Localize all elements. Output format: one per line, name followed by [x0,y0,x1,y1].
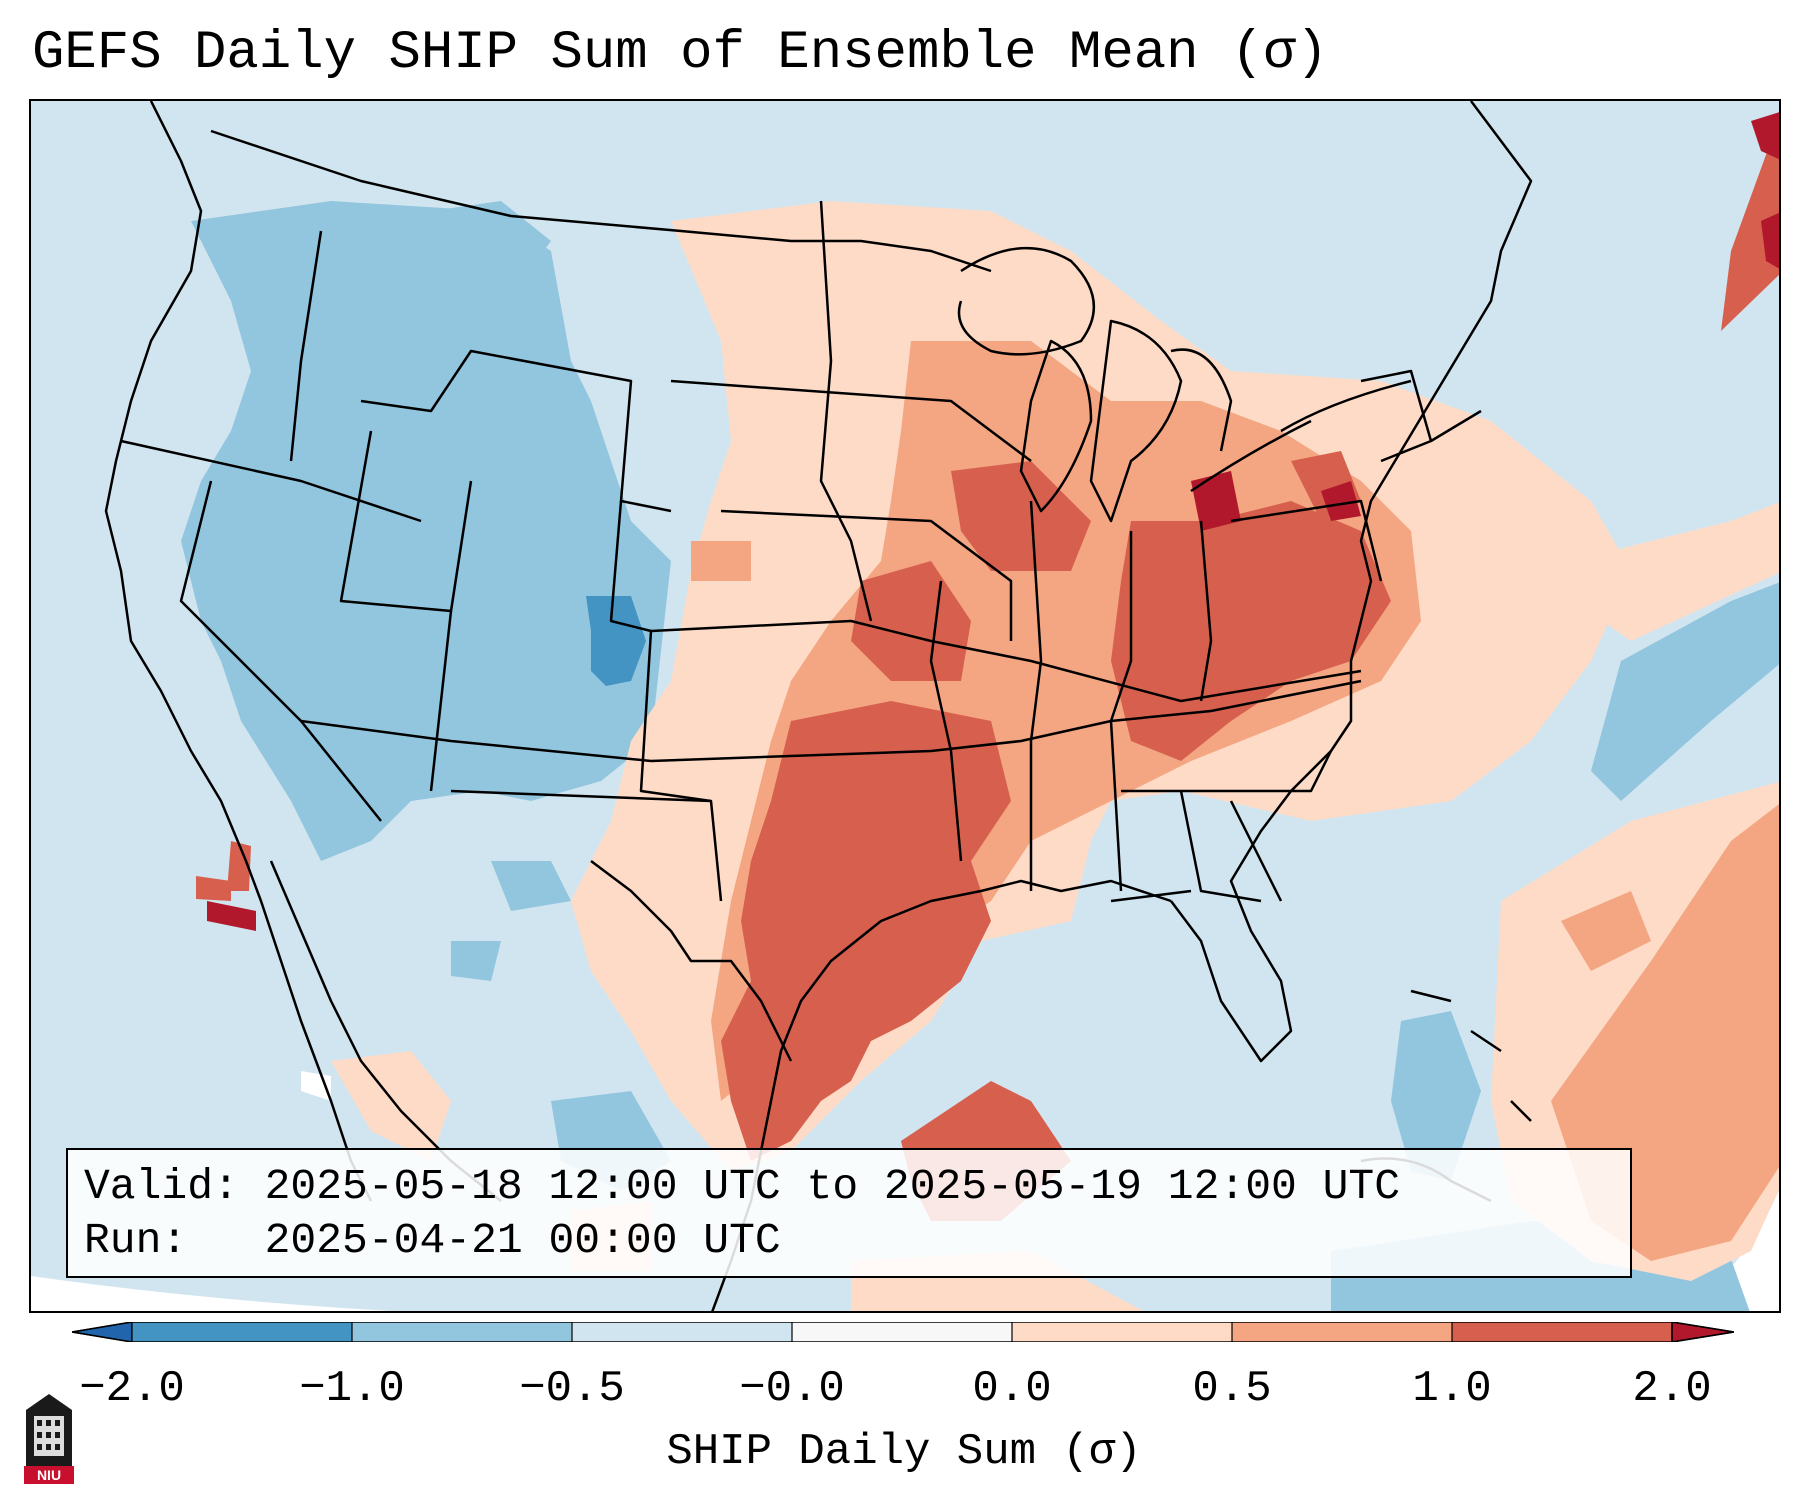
colorbar-segment [1232,1322,1453,1342]
coastlines-and-borders [104,101,1533,1311]
valid-time-text: Valid: 2025-05-18 12:00 UTC to 2025-05-1… [84,1162,1401,1211]
validity-info-box: Valid: 2025-05-18 12:00 UTC to 2025-05-1… [66,1148,1632,1278]
strong-negative-region [586,596,646,686]
colorbar-tick-label: 2.0 [1632,1364,1712,1414]
colorbar-segment [1012,1322,1233,1342]
map-title: GEFS Daily SHIP Sum of Ensemble Mean (σ) [32,23,1329,84]
strong-positive-regions [721,141,1779,1221]
colorbar-segment [132,1322,353,1342]
colorbar-over-extension [1671,1322,1734,1342]
colorbar-tick-label: −1.0 [299,1364,405,1414]
svg-text:NIU: NIU [37,1467,61,1483]
niu-logo-icon: NIU [24,1394,74,1484]
colorbar-label: SHIP Daily Sum (σ) [666,1427,1142,1477]
colorbar-segment [792,1322,1013,1342]
colorbar-segment [352,1322,573,1342]
run-time-text: Run: 2025-04-21 00:00 UTC [84,1216,781,1265]
colorbar-segment [572,1322,793,1342]
strongest-positive-regions [207,112,1779,931]
map-panel [29,99,1781,1313]
colorbar [72,1322,1734,1342]
colorbar-tick-label: −2.0 [79,1364,185,1414]
colorbar-tick-label: 0.5 [1192,1364,1272,1414]
colorbar-tick-label: 1.0 [1412,1364,1492,1414]
ship-anomaly-map [31,101,1779,1311]
colorbar-tick-label: 0.0 [972,1364,1052,1414]
colorbar-under-extension [72,1322,133,1342]
colorbar-tick-label: −0.0 [739,1364,845,1414]
colorbar-segment [1452,1322,1673,1342]
colorbar-tick-label: −0.5 [519,1364,625,1414]
